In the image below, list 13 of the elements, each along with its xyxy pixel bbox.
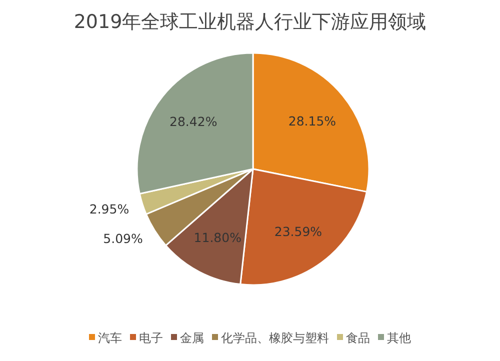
data-label: 23.59%	[274, 224, 322, 239]
data-label: 2.95%	[89, 201, 130, 216]
data-label: 11.80%	[194, 230, 242, 245]
data-label: 28.15%	[288, 113, 336, 128]
legend-label: 金属	[180, 331, 204, 345]
data-label: 5.09%	[103, 231, 143, 246]
data-label: 28.42%	[170, 114, 218, 129]
legend-label: 汽车	[98, 331, 122, 345]
legend-label: 其他	[387, 331, 411, 345]
legend-label: 食品	[346, 331, 370, 345]
legend-label: 化学品、橡胶与塑料	[221, 331, 329, 345]
legend-label: 电子	[139, 331, 163, 345]
chart-title: 2019年全球工业机器人行业下游应用领域	[74, 11, 426, 33]
